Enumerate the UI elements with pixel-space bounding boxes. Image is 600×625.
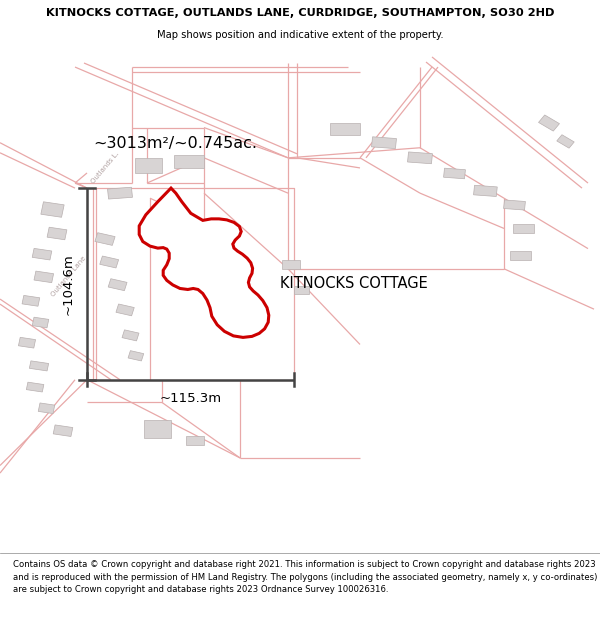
Polygon shape <box>407 152 433 164</box>
Polygon shape <box>513 224 534 234</box>
Polygon shape <box>26 382 44 392</box>
Polygon shape <box>116 304 134 316</box>
Text: ~3013m²/~0.745ac.: ~3013m²/~0.745ac. <box>93 136 257 151</box>
Polygon shape <box>186 436 204 446</box>
Polygon shape <box>41 202 64 217</box>
Text: KITNOCKS COTTAGE, OUTLANDS LANE, CURDRIDGE, SOUTHAMPTON, SO30 2HD: KITNOCKS COTTAGE, OUTLANDS LANE, CURDRID… <box>46 8 554 18</box>
Polygon shape <box>503 200 526 210</box>
Text: Outlands L.: Outlands L. <box>90 151 120 185</box>
Polygon shape <box>139 188 269 338</box>
Polygon shape <box>19 338 35 348</box>
Polygon shape <box>29 361 49 371</box>
Polygon shape <box>100 256 119 268</box>
Text: ~115.3m: ~115.3m <box>160 392 221 406</box>
Polygon shape <box>557 135 574 148</box>
Polygon shape <box>174 156 204 168</box>
Polygon shape <box>47 228 67 240</box>
Polygon shape <box>443 168 466 179</box>
Polygon shape <box>330 122 360 135</box>
Polygon shape <box>53 425 73 436</box>
Polygon shape <box>128 351 144 361</box>
Polygon shape <box>473 185 497 196</box>
Polygon shape <box>282 260 300 269</box>
Polygon shape <box>510 251 531 260</box>
Polygon shape <box>32 248 52 260</box>
Text: Outlands Lane: Outlands Lane <box>50 255 88 298</box>
Polygon shape <box>144 420 171 437</box>
Polygon shape <box>371 137 397 149</box>
Polygon shape <box>22 296 40 306</box>
Polygon shape <box>32 318 49 328</box>
Polygon shape <box>107 188 133 199</box>
Polygon shape <box>95 232 115 246</box>
Polygon shape <box>135 158 162 173</box>
Polygon shape <box>34 271 53 282</box>
Polygon shape <box>122 330 139 341</box>
Text: ~104.6m: ~104.6m <box>62 253 75 315</box>
Polygon shape <box>539 115 559 131</box>
Polygon shape <box>108 279 127 291</box>
Text: Map shows position and indicative extent of the property.: Map shows position and indicative extent… <box>157 30 443 40</box>
Text: KITNOCKS COTTAGE: KITNOCKS COTTAGE <box>280 276 428 291</box>
Polygon shape <box>294 286 309 294</box>
Text: Contains OS data © Crown copyright and database right 2021. This information is : Contains OS data © Crown copyright and d… <box>13 560 598 594</box>
Polygon shape <box>38 403 55 414</box>
